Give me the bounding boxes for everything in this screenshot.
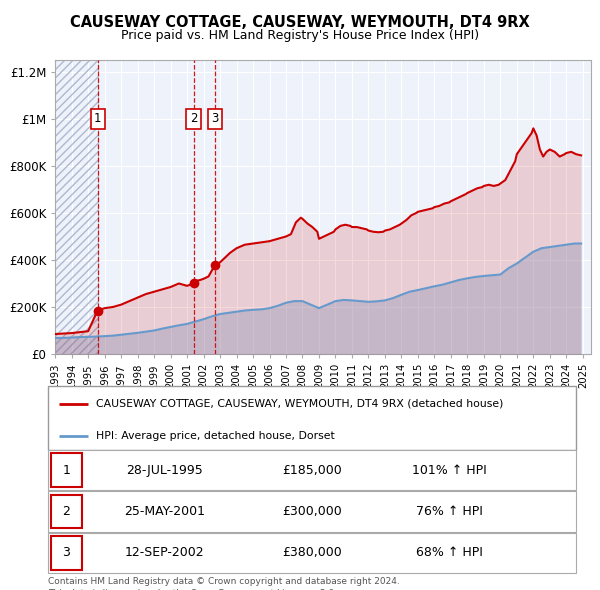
Text: £185,000: £185,000 (282, 464, 342, 477)
FancyBboxPatch shape (48, 386, 576, 450)
Text: 68% ↑ HPI: 68% ↑ HPI (416, 546, 483, 559)
FancyBboxPatch shape (48, 491, 576, 532)
Text: £300,000: £300,000 (282, 505, 342, 518)
Text: 3: 3 (211, 113, 219, 126)
Text: HPI: Average price, detached house, Dorset: HPI: Average price, detached house, Dors… (95, 431, 334, 441)
Text: 12-SEP-2002: 12-SEP-2002 (124, 546, 204, 559)
Text: 3: 3 (62, 546, 70, 559)
Text: 1: 1 (94, 113, 101, 126)
Text: 2: 2 (190, 113, 197, 126)
Text: 2: 2 (62, 505, 70, 518)
Text: Contains HM Land Registry data © Crown copyright and database right 2024.
This d: Contains HM Land Registry data © Crown c… (48, 577, 400, 590)
FancyBboxPatch shape (51, 494, 82, 529)
Text: CAUSEWAY COTTAGE, CAUSEWAY, WEYMOUTH, DT4 9RX: CAUSEWAY COTTAGE, CAUSEWAY, WEYMOUTH, DT… (70, 15, 530, 30)
Text: 28-JUL-1995: 28-JUL-1995 (126, 464, 203, 477)
FancyBboxPatch shape (48, 533, 576, 573)
FancyBboxPatch shape (48, 450, 576, 490)
Text: 101% ↑ HPI: 101% ↑ HPI (412, 464, 487, 477)
FancyBboxPatch shape (51, 536, 82, 570)
Text: Price paid vs. HM Land Registry's House Price Index (HPI): Price paid vs. HM Land Registry's House … (121, 30, 479, 42)
Text: CAUSEWAY COTTAGE, CAUSEWAY, WEYMOUTH, DT4 9RX (detached house): CAUSEWAY COTTAGE, CAUSEWAY, WEYMOUTH, DT… (95, 399, 503, 409)
Text: 76% ↑ HPI: 76% ↑ HPI (416, 505, 483, 518)
Text: 1: 1 (62, 464, 70, 477)
Text: £380,000: £380,000 (282, 546, 342, 559)
FancyBboxPatch shape (51, 453, 82, 487)
Text: 25-MAY-2001: 25-MAY-2001 (124, 505, 205, 518)
